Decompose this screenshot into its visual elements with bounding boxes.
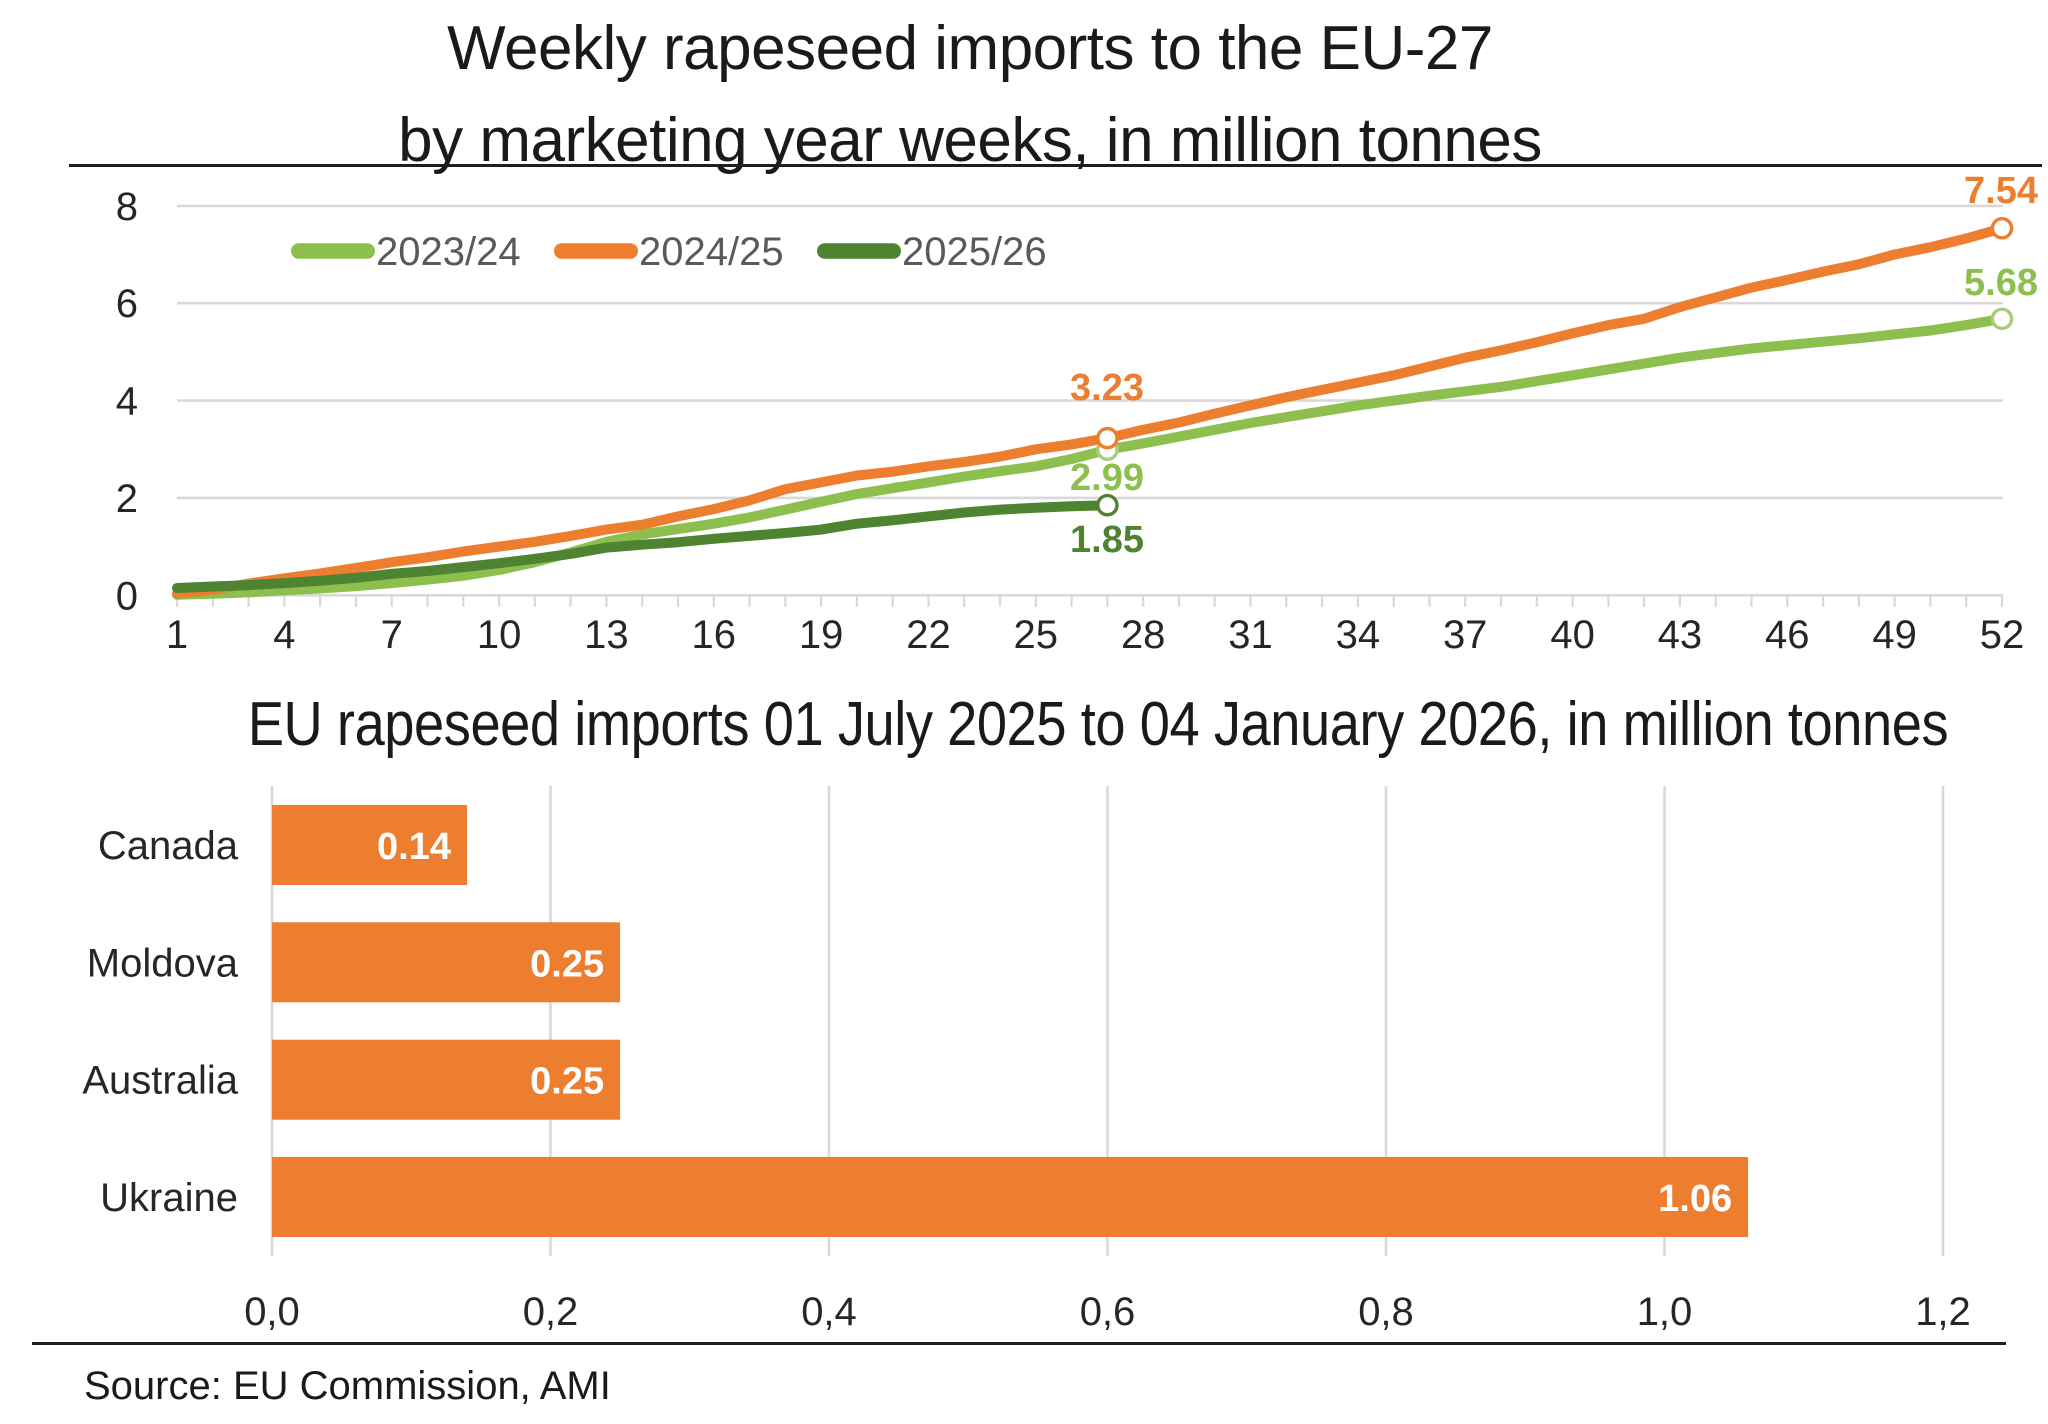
svg-text:1.85: 1.85 xyxy=(1070,519,1144,561)
svg-text:Australia: Australia xyxy=(82,1059,238,1103)
svg-text:Ukraine: Ukraine xyxy=(100,1176,238,1220)
svg-text:7: 7 xyxy=(381,613,403,657)
svg-text:3.23: 3.23 xyxy=(1070,367,1144,409)
svg-text:19: 19 xyxy=(799,613,844,657)
svg-text:22: 22 xyxy=(906,613,951,657)
svg-text:5.68: 5.68 xyxy=(1964,262,2038,304)
svg-text:2024/25: 2024/25 xyxy=(639,230,784,274)
svg-text:43: 43 xyxy=(1658,613,1703,657)
svg-text:1.06: 1.06 xyxy=(1658,1178,1732,1220)
svg-text:7.54: 7.54 xyxy=(1964,170,2038,212)
svg-text:13: 13 xyxy=(584,613,629,657)
svg-text:0: 0 xyxy=(116,574,138,618)
svg-text:31: 31 xyxy=(1228,613,1273,657)
svg-text:0,4: 0,4 xyxy=(801,1290,857,1334)
svg-text:2023/24: 2023/24 xyxy=(376,230,521,274)
svg-text:1: 1 xyxy=(166,613,188,657)
svg-text:0,6: 0,6 xyxy=(1080,1290,1136,1334)
svg-text:4: 4 xyxy=(116,380,138,424)
svg-text:46: 46 xyxy=(1765,613,1810,657)
svg-text:2025/26: 2025/26 xyxy=(902,230,1047,274)
svg-text:49: 49 xyxy=(1872,613,1917,657)
svg-text:Canada: Canada xyxy=(98,824,239,868)
svg-text:28: 28 xyxy=(1121,613,1166,657)
svg-text:34: 34 xyxy=(1336,613,1381,657)
svg-text:Moldova: Moldova xyxy=(87,941,239,985)
svg-text:0.25: 0.25 xyxy=(530,1061,604,1103)
svg-text:16: 16 xyxy=(692,613,737,657)
svg-text:0.25: 0.25 xyxy=(530,943,604,985)
svg-text:8: 8 xyxy=(116,185,138,229)
svg-text:1,0: 1,0 xyxy=(1637,1290,1693,1334)
svg-text:37: 37 xyxy=(1443,613,1488,657)
svg-text:2.99: 2.99 xyxy=(1070,457,1144,499)
svg-text:6: 6 xyxy=(116,282,138,326)
svg-text:2: 2 xyxy=(116,477,138,521)
svg-text:0.14: 0.14 xyxy=(377,826,451,868)
svg-text:1,2: 1,2 xyxy=(1915,1290,1971,1334)
svg-text:4: 4 xyxy=(273,613,295,657)
svg-text:0,0: 0,0 xyxy=(244,1290,300,1334)
svg-text:10: 10 xyxy=(477,613,522,657)
svg-text:0,8: 0,8 xyxy=(1358,1290,1414,1334)
svg-text:0,2: 0,2 xyxy=(523,1290,579,1334)
svg-text:40: 40 xyxy=(1550,613,1595,657)
svg-text:52: 52 xyxy=(1980,613,2025,657)
svg-text:25: 25 xyxy=(1014,613,1059,657)
